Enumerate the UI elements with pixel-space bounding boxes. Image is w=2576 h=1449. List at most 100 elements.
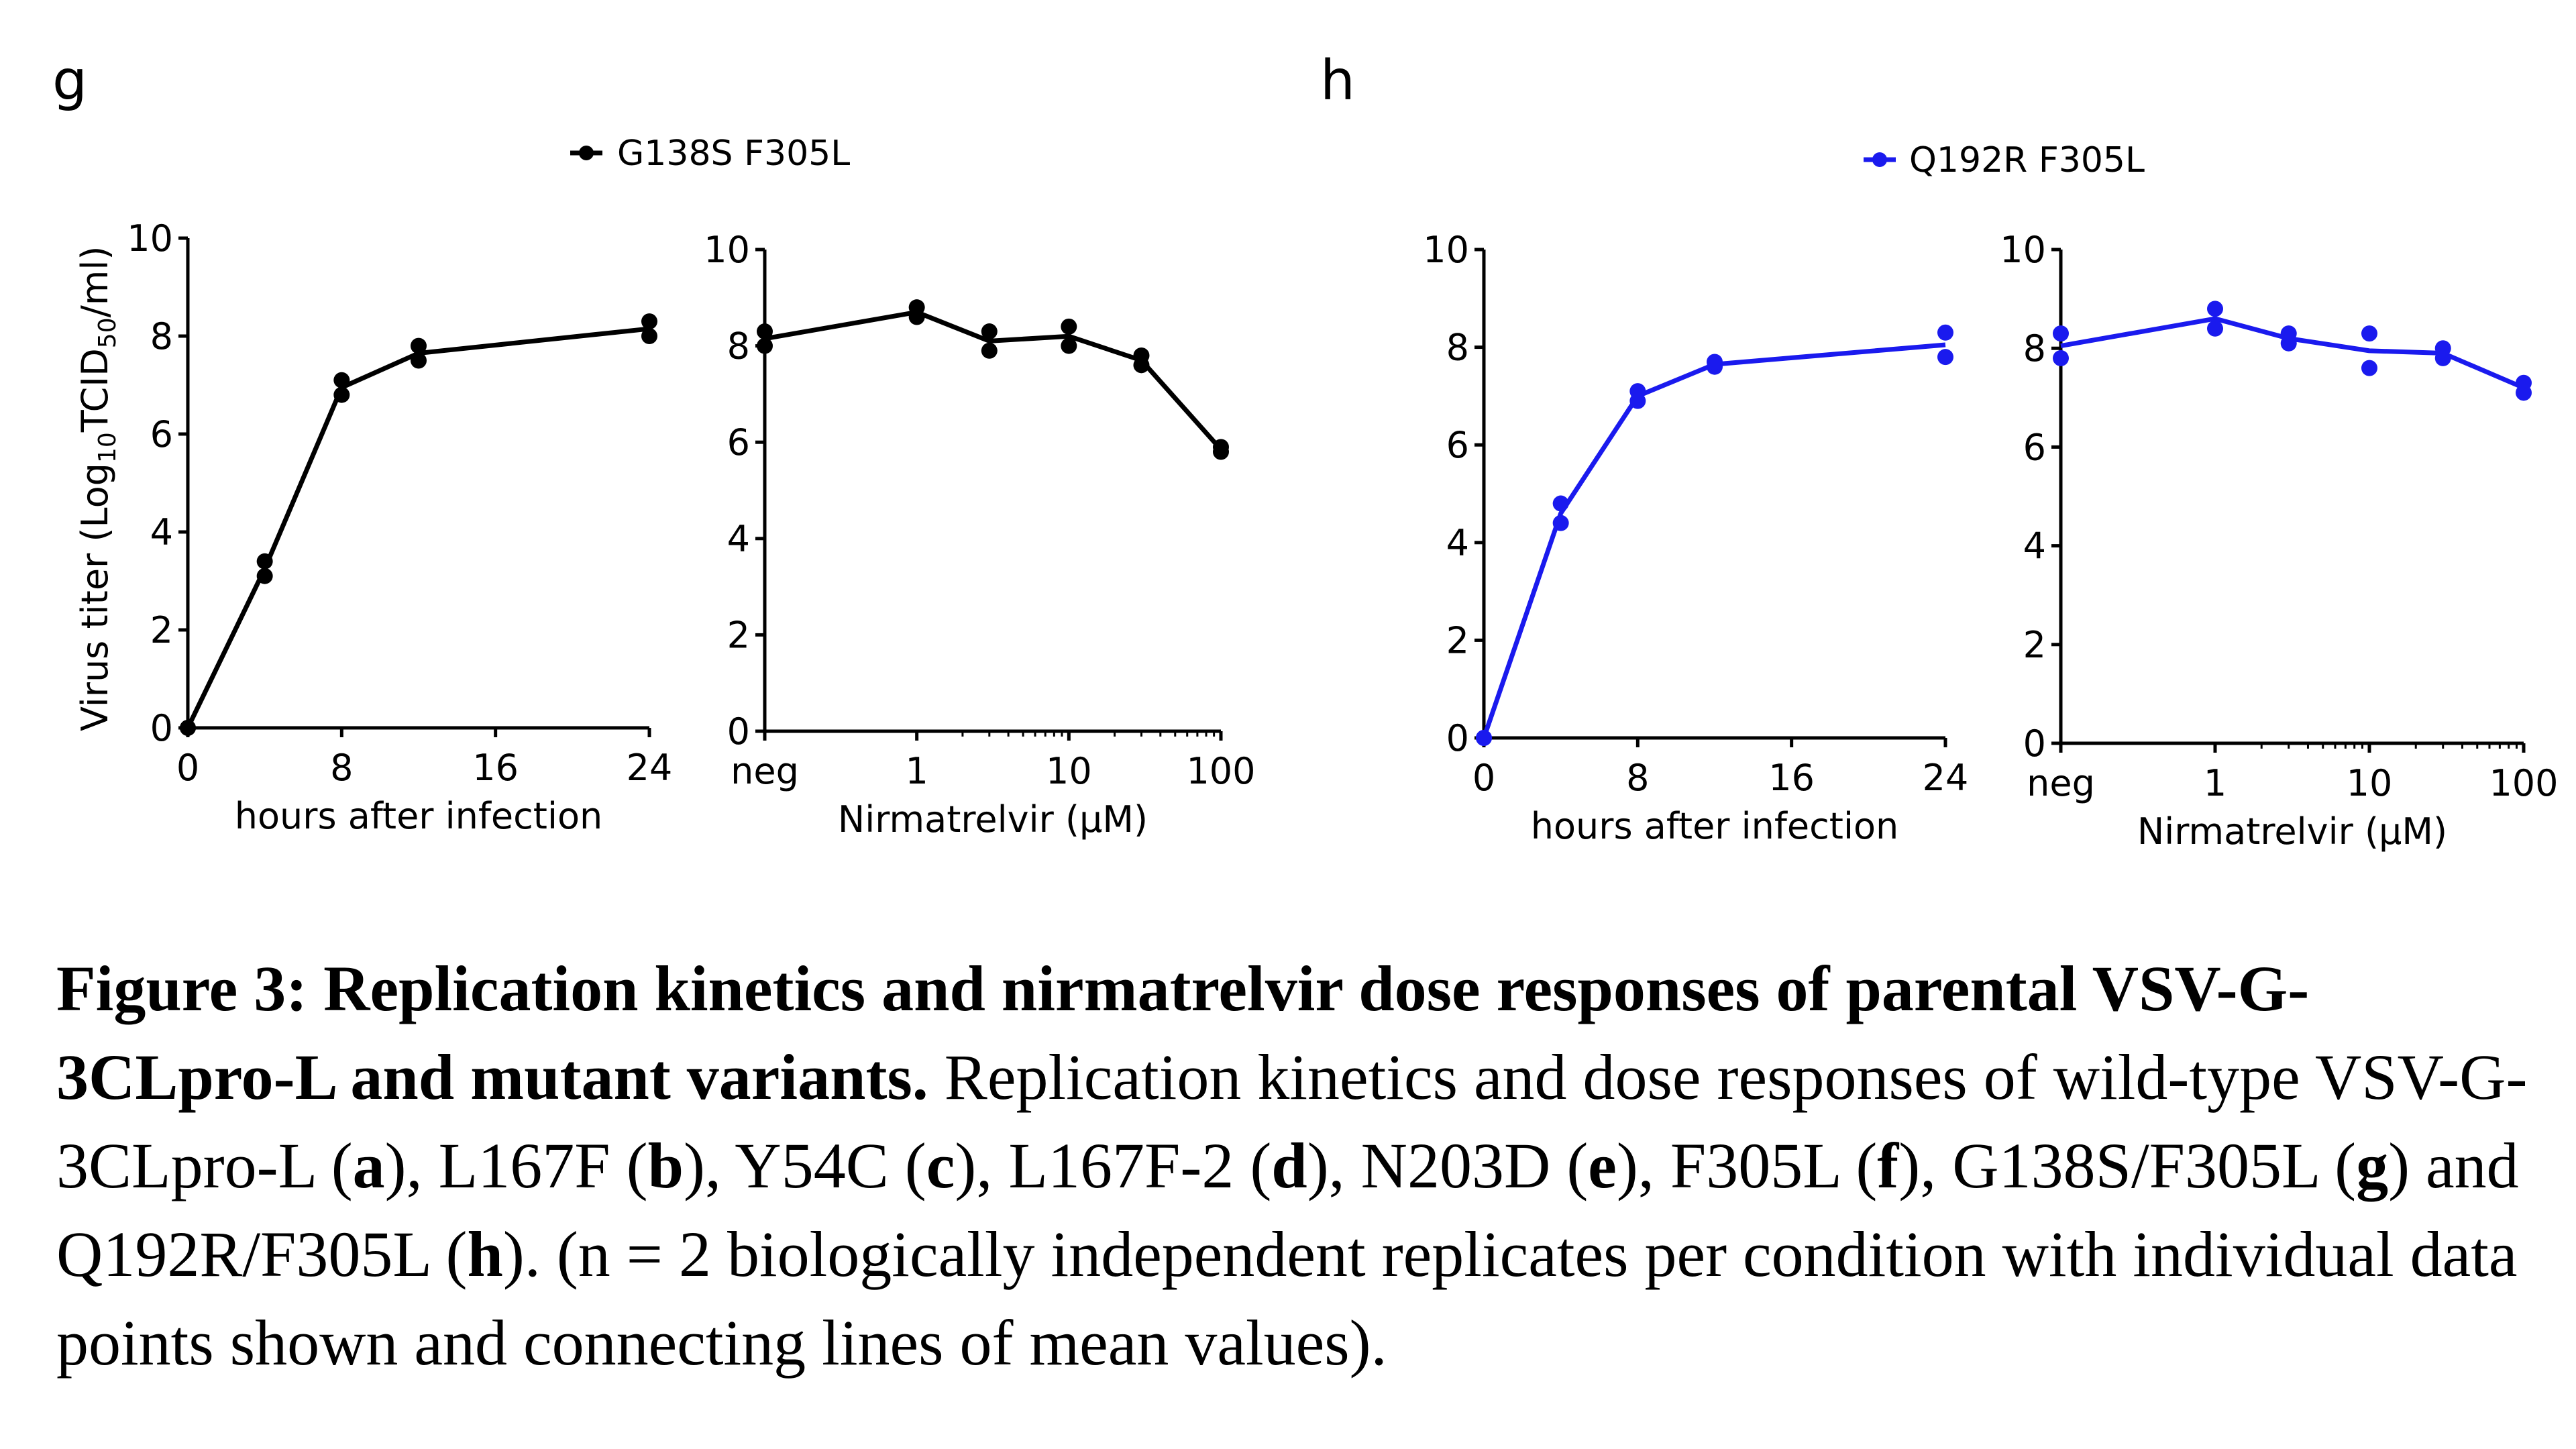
mean-line (185, 326, 650, 729)
replicate-point (2053, 325, 2069, 342)
caption-letter-e: e (1588, 1130, 1617, 1201)
replicate-point (2361, 325, 2377, 342)
caption-text-9: ). (n = 2 biologically independent repli… (56, 1218, 2518, 1379)
replicate-point (641, 328, 657, 344)
y-axis-title: Virus titer (Log10TCID50/ml) (74, 246, 121, 731)
y-tick-label: 10 (127, 217, 173, 260)
caption-label: Figure 3: Replication kinetics and nirma… (56, 953, 2310, 1113)
panel-letter-h: h (1320, 49, 1355, 113)
legend-g: G138S F305L (570, 133, 850, 174)
caption-letter-h: h (467, 1218, 503, 1290)
plot-g-dose-response: 0 2 4 6 8 10 neg 1 10 100 Nirmatrelvir (μM) (704, 229, 1255, 841)
replicate-point (641, 313, 657, 330)
replicate-point (411, 337, 427, 354)
caption-text-1: Replication kinetics and dose responses … (56, 1041, 2528, 1201)
replicate-point (1937, 324, 1953, 341)
caption-text-5: ), N203D ( (1307, 1130, 1589, 1201)
legend-label-g: G138S F305L (617, 133, 850, 174)
y-axis-title-sub1: 10 (94, 432, 121, 463)
y-tick-label: 0 (2023, 722, 2046, 765)
y-axis-title-sub2: 50 (94, 317, 121, 348)
y-axis-title-part3: /ml) (74, 246, 116, 318)
y-tick-label: 2 (2023, 624, 2046, 666)
x-tick-label: 0 (176, 747, 199, 789)
x-tick-label: 16 (1768, 757, 1815, 799)
replicate-point (2207, 320, 2223, 337)
y-tick-label: 4 (727, 518, 750, 560)
y-tick-label: 0 (150, 707, 173, 749)
y-tick-label: 2 (150, 609, 173, 651)
y-tick-label: 8 (727, 325, 750, 368)
replicate-point (180, 720, 196, 736)
x-tick-label: 24 (627, 747, 673, 789)
caption-letter-b: b (647, 1130, 684, 1201)
caption-letter-c: c (926, 1130, 955, 1201)
y-tick-label: 0 (727, 710, 750, 753)
x-tick-label: 100 (2489, 762, 2558, 804)
caption-text-2: ), L167F ( (384, 1130, 648, 1201)
replicate-point (1937, 349, 1953, 366)
replicate-point (256, 553, 273, 570)
x-tick-label: neg (731, 750, 799, 792)
caption-text-7: ), G138S/F305L ( (1898, 1130, 2357, 1201)
x-tick-label: 8 (1626, 757, 1649, 799)
legend-label-h: Q192R F305L (1909, 140, 2145, 180)
y-tick-label: 8 (150, 315, 173, 358)
replicate-point (1061, 337, 1077, 354)
replicate-point (411, 352, 427, 369)
mean-line (1481, 342, 1946, 739)
caption-text-6: ), F305L ( (1616, 1130, 1878, 1201)
panel-letter-g: g (52, 49, 87, 113)
y-tick-label: 4 (1446, 522, 1469, 564)
replicate-point (256, 568, 273, 584)
replicate-point (1552, 515, 1569, 531)
replicate-point (2053, 350, 2069, 366)
caption-letter-f: f (1877, 1130, 1899, 1201)
y-tick-label: 6 (2023, 426, 2046, 468)
x-axis-title: Nirmatrelvir (μM) (838, 798, 1148, 841)
replicate-point (1133, 347, 1150, 364)
x-axis-title: hours after infection (235, 795, 603, 837)
x-axis-title: hours after infection (1531, 805, 1899, 847)
x-tick-label: 10 (1046, 750, 1092, 792)
caption-text-3: ), Y54C ( (684, 1130, 926, 1201)
y-axis-title-part2: TCID (74, 348, 116, 433)
y-tick-label: 8 (1446, 327, 1469, 369)
y-tick-label: 0 (1446, 717, 1469, 759)
replicate-point (981, 342, 998, 359)
replicate-point (1476, 730, 1492, 746)
replicate-point (981, 323, 998, 340)
x-tick-label: 1 (2204, 762, 2226, 804)
x-tick-label: neg (2027, 762, 2095, 804)
replicate-point (2280, 325, 2297, 342)
x-tick-label: 10 (2347, 762, 2393, 804)
y-tick-label: 6 (727, 421, 750, 464)
replicate-point (1629, 383, 1646, 400)
legend-h: Q192R F305L (1864, 140, 2145, 180)
x-tick-label: 0 (1472, 757, 1495, 799)
replicate-point (1552, 495, 1569, 512)
caption-letter-d: d (1271, 1130, 1307, 1201)
replicate-point (2434, 340, 2451, 357)
mean-line (2060, 316, 2525, 390)
replicate-point (333, 386, 350, 403)
caption-text-8: ) and Q192R/F305L ( (56, 1130, 2519, 1290)
replicate-point (1707, 354, 1723, 370)
x-tick-label: 1 (905, 750, 928, 792)
replicate-point (908, 299, 925, 316)
y-tick-label: 10 (1423, 229, 1469, 271)
caption-letter-a: a (352, 1130, 385, 1201)
y-tick-label: 6 (1446, 424, 1469, 466)
replicate-point (2207, 301, 2223, 317)
caption-letter-g: g (2356, 1130, 2389, 1201)
y-tick-label: 10 (2000, 229, 2046, 271)
legend-marker-g (579, 146, 594, 160)
x-tick-label: 16 (472, 747, 519, 789)
replicate-point (757, 323, 773, 340)
x-axis-title: Nirmatrelvir (μM) (2137, 810, 2447, 853)
replicate-point (1061, 318, 1077, 335)
x-tick-label: 24 (1923, 757, 1969, 799)
